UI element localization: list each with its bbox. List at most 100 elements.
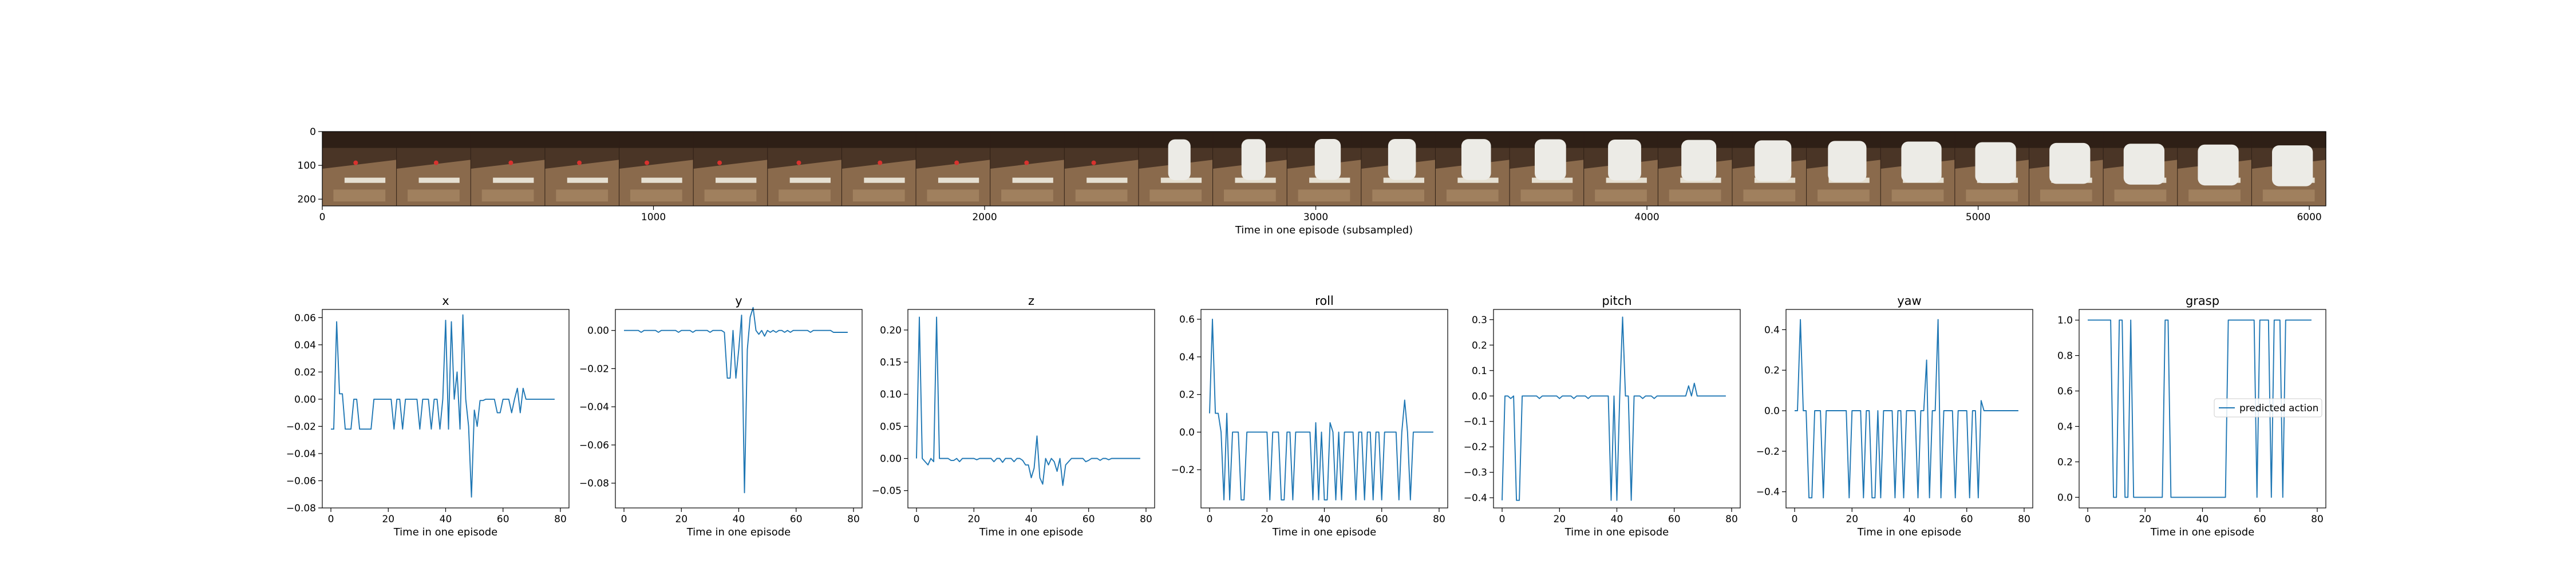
frame-wall-shadow bbox=[693, 132, 768, 148]
frame-tray bbox=[567, 177, 609, 183]
frame-box-front bbox=[556, 189, 609, 202]
frame-target-marker bbox=[1024, 160, 1029, 165]
y-tick-label: −0.2 bbox=[1171, 464, 1195, 476]
frame-box-front bbox=[1075, 189, 1128, 202]
frame-target-marker bbox=[508, 160, 513, 165]
filmstrip-x-tick-label: 3000 bbox=[1303, 212, 1328, 223]
frame-bottle bbox=[2272, 145, 2313, 186]
y-tick-label: 0.1 bbox=[1472, 366, 1487, 377]
y-tick-label: 0.02 bbox=[294, 367, 316, 378]
filmstrip-frame bbox=[915, 132, 991, 206]
filmstrip-frame bbox=[544, 132, 620, 206]
y-tick-label: 0.15 bbox=[880, 357, 902, 368]
frame-box-front bbox=[1595, 189, 1647, 202]
filmstrip-frame bbox=[619, 132, 694, 206]
filmstrip-x-tick-label: 6000 bbox=[2297, 212, 2321, 223]
y-tick-label: 0.8 bbox=[2057, 351, 2073, 362]
filmstrip-frame bbox=[2028, 132, 2104, 206]
x-tick-label: 0 bbox=[2085, 514, 2091, 525]
x-tick-label: 20 bbox=[1261, 514, 1273, 525]
x-axis-label: Time in one episode bbox=[1857, 526, 1962, 538]
y-tick-label: −0.3 bbox=[1464, 467, 1487, 479]
y-tick-label: 0.4 bbox=[2057, 421, 2073, 432]
frame-wall-shadow bbox=[2251, 132, 2326, 148]
x-tick-label: 80 bbox=[554, 514, 567, 525]
frame-tray bbox=[1012, 177, 1053, 183]
y-tick-label: −0.06 bbox=[286, 475, 316, 487]
frame-tray bbox=[344, 177, 386, 183]
frame-box-front bbox=[852, 189, 905, 202]
frame-tray bbox=[1309, 177, 1350, 183]
filmstrip-frame bbox=[1064, 132, 1139, 206]
x-axis-label: Time in one episode bbox=[1564, 526, 1669, 538]
frame-bottle bbox=[1608, 139, 1641, 181]
frame-box-front bbox=[1372, 189, 1424, 202]
x-tick-label: 60 bbox=[1668, 514, 1681, 525]
chart-panel-pitch: 0 20 40 60 80 0.3 0.2 0.1 0.0 −0.1 −0.2 −0.3 −0.4 pit… bbox=[1464, 294, 1741, 538]
plot-area-frame bbox=[1493, 309, 1741, 509]
filmstrip-frame bbox=[841, 132, 916, 206]
x-tick-label: 80 bbox=[2018, 514, 2030, 525]
filmstrip-frame bbox=[470, 132, 546, 206]
frame-box-front bbox=[1966, 189, 2018, 202]
y-tick-label: 0.0 bbox=[2057, 492, 2073, 503]
frame-bottle bbox=[1755, 140, 1792, 181]
filmstrip-frame bbox=[1509, 132, 1585, 206]
frame-tray bbox=[938, 177, 979, 183]
frame-target-marker bbox=[878, 160, 883, 165]
x-axis-label: Time in one episode bbox=[979, 526, 1084, 538]
filmstrip-panel: 0 1000 2000 3000 4000 5000 6000 0 100 200 Time in … bbox=[298, 126, 2326, 236]
filmstrip-frame bbox=[1732, 132, 1807, 206]
x-tick-label: 60 bbox=[497, 514, 509, 525]
filmstrip-frame bbox=[1954, 132, 2030, 206]
frame-wall-shadow bbox=[990, 132, 1065, 148]
series-line bbox=[2088, 319, 2312, 498]
y-tick-label: −0.02 bbox=[579, 363, 609, 375]
x-tick-label: 20 bbox=[2139, 514, 2151, 525]
x-tick-label: 60 bbox=[1376, 514, 1388, 525]
filmstrip-frame bbox=[1138, 132, 1214, 206]
frame-bottle bbox=[1461, 139, 1491, 180]
frame-bottle bbox=[1975, 142, 2016, 184]
frame-target-marker bbox=[954, 160, 959, 165]
frame-box-front bbox=[1818, 189, 1870, 202]
legend-box bbox=[2214, 398, 2322, 418]
x-tick-label: 0 bbox=[621, 514, 627, 525]
frame-tray bbox=[1160, 177, 1202, 183]
plot-area-frame bbox=[1200, 309, 1448, 509]
frame-box-front bbox=[1520, 189, 1573, 202]
filmstrip-frame-border bbox=[322, 131, 2326, 206]
y-tick-label: −0.04 bbox=[286, 448, 316, 460]
y-tick-label: −0.08 bbox=[286, 503, 316, 514]
plot-area-frame bbox=[615, 309, 863, 509]
frame-bottle bbox=[2049, 142, 2091, 184]
frame-box-front bbox=[408, 189, 460, 202]
frame-box-front bbox=[2262, 189, 2315, 202]
y-tick-label: −0.05 bbox=[872, 486, 902, 497]
y-tick-label: −0.06 bbox=[579, 440, 609, 451]
frame-tray bbox=[1457, 177, 1499, 183]
y-tick-label: −0.08 bbox=[579, 478, 609, 490]
frame-wall-shadow bbox=[322, 132, 397, 148]
frame-wall-shadow bbox=[471, 132, 546, 148]
filmstrip-x-tick-label: 0 bbox=[319, 212, 326, 223]
filmstrip-frame bbox=[990, 132, 1065, 206]
frame-box-front bbox=[1669, 189, 1721, 202]
y-tick-label: 0.4 bbox=[1764, 324, 1780, 336]
frame-box-front bbox=[630, 189, 682, 202]
panel-title: y bbox=[735, 294, 742, 308]
chart-panel-y: 0 20 40 60 80 0.00 −0.02 −0.04 −0.06 −0.08 y Time i… bbox=[579, 294, 863, 538]
y-tick-label: −0.02 bbox=[286, 421, 316, 432]
frame-tray bbox=[1086, 177, 1128, 183]
action-panels: 0 20 40 60 800.060.040.020.00−0.02−0.04−0.06… bbox=[286, 294, 2326, 538]
x-tick-label: 60 bbox=[1961, 514, 1973, 525]
y-tick-label: −0.4 bbox=[1756, 487, 1780, 498]
y-tick-label: 0.06 bbox=[294, 312, 316, 324]
y-tick-label: −0.04 bbox=[579, 402, 609, 413]
frame-bottle bbox=[2123, 144, 2165, 185]
y-tick-label: 0.00 bbox=[587, 325, 609, 337]
frame-tray bbox=[1383, 177, 1424, 183]
frame-box-front bbox=[1149, 189, 1202, 202]
y-tick-label: −0.4 bbox=[1464, 492, 1487, 504]
frame-target-marker bbox=[645, 160, 650, 165]
